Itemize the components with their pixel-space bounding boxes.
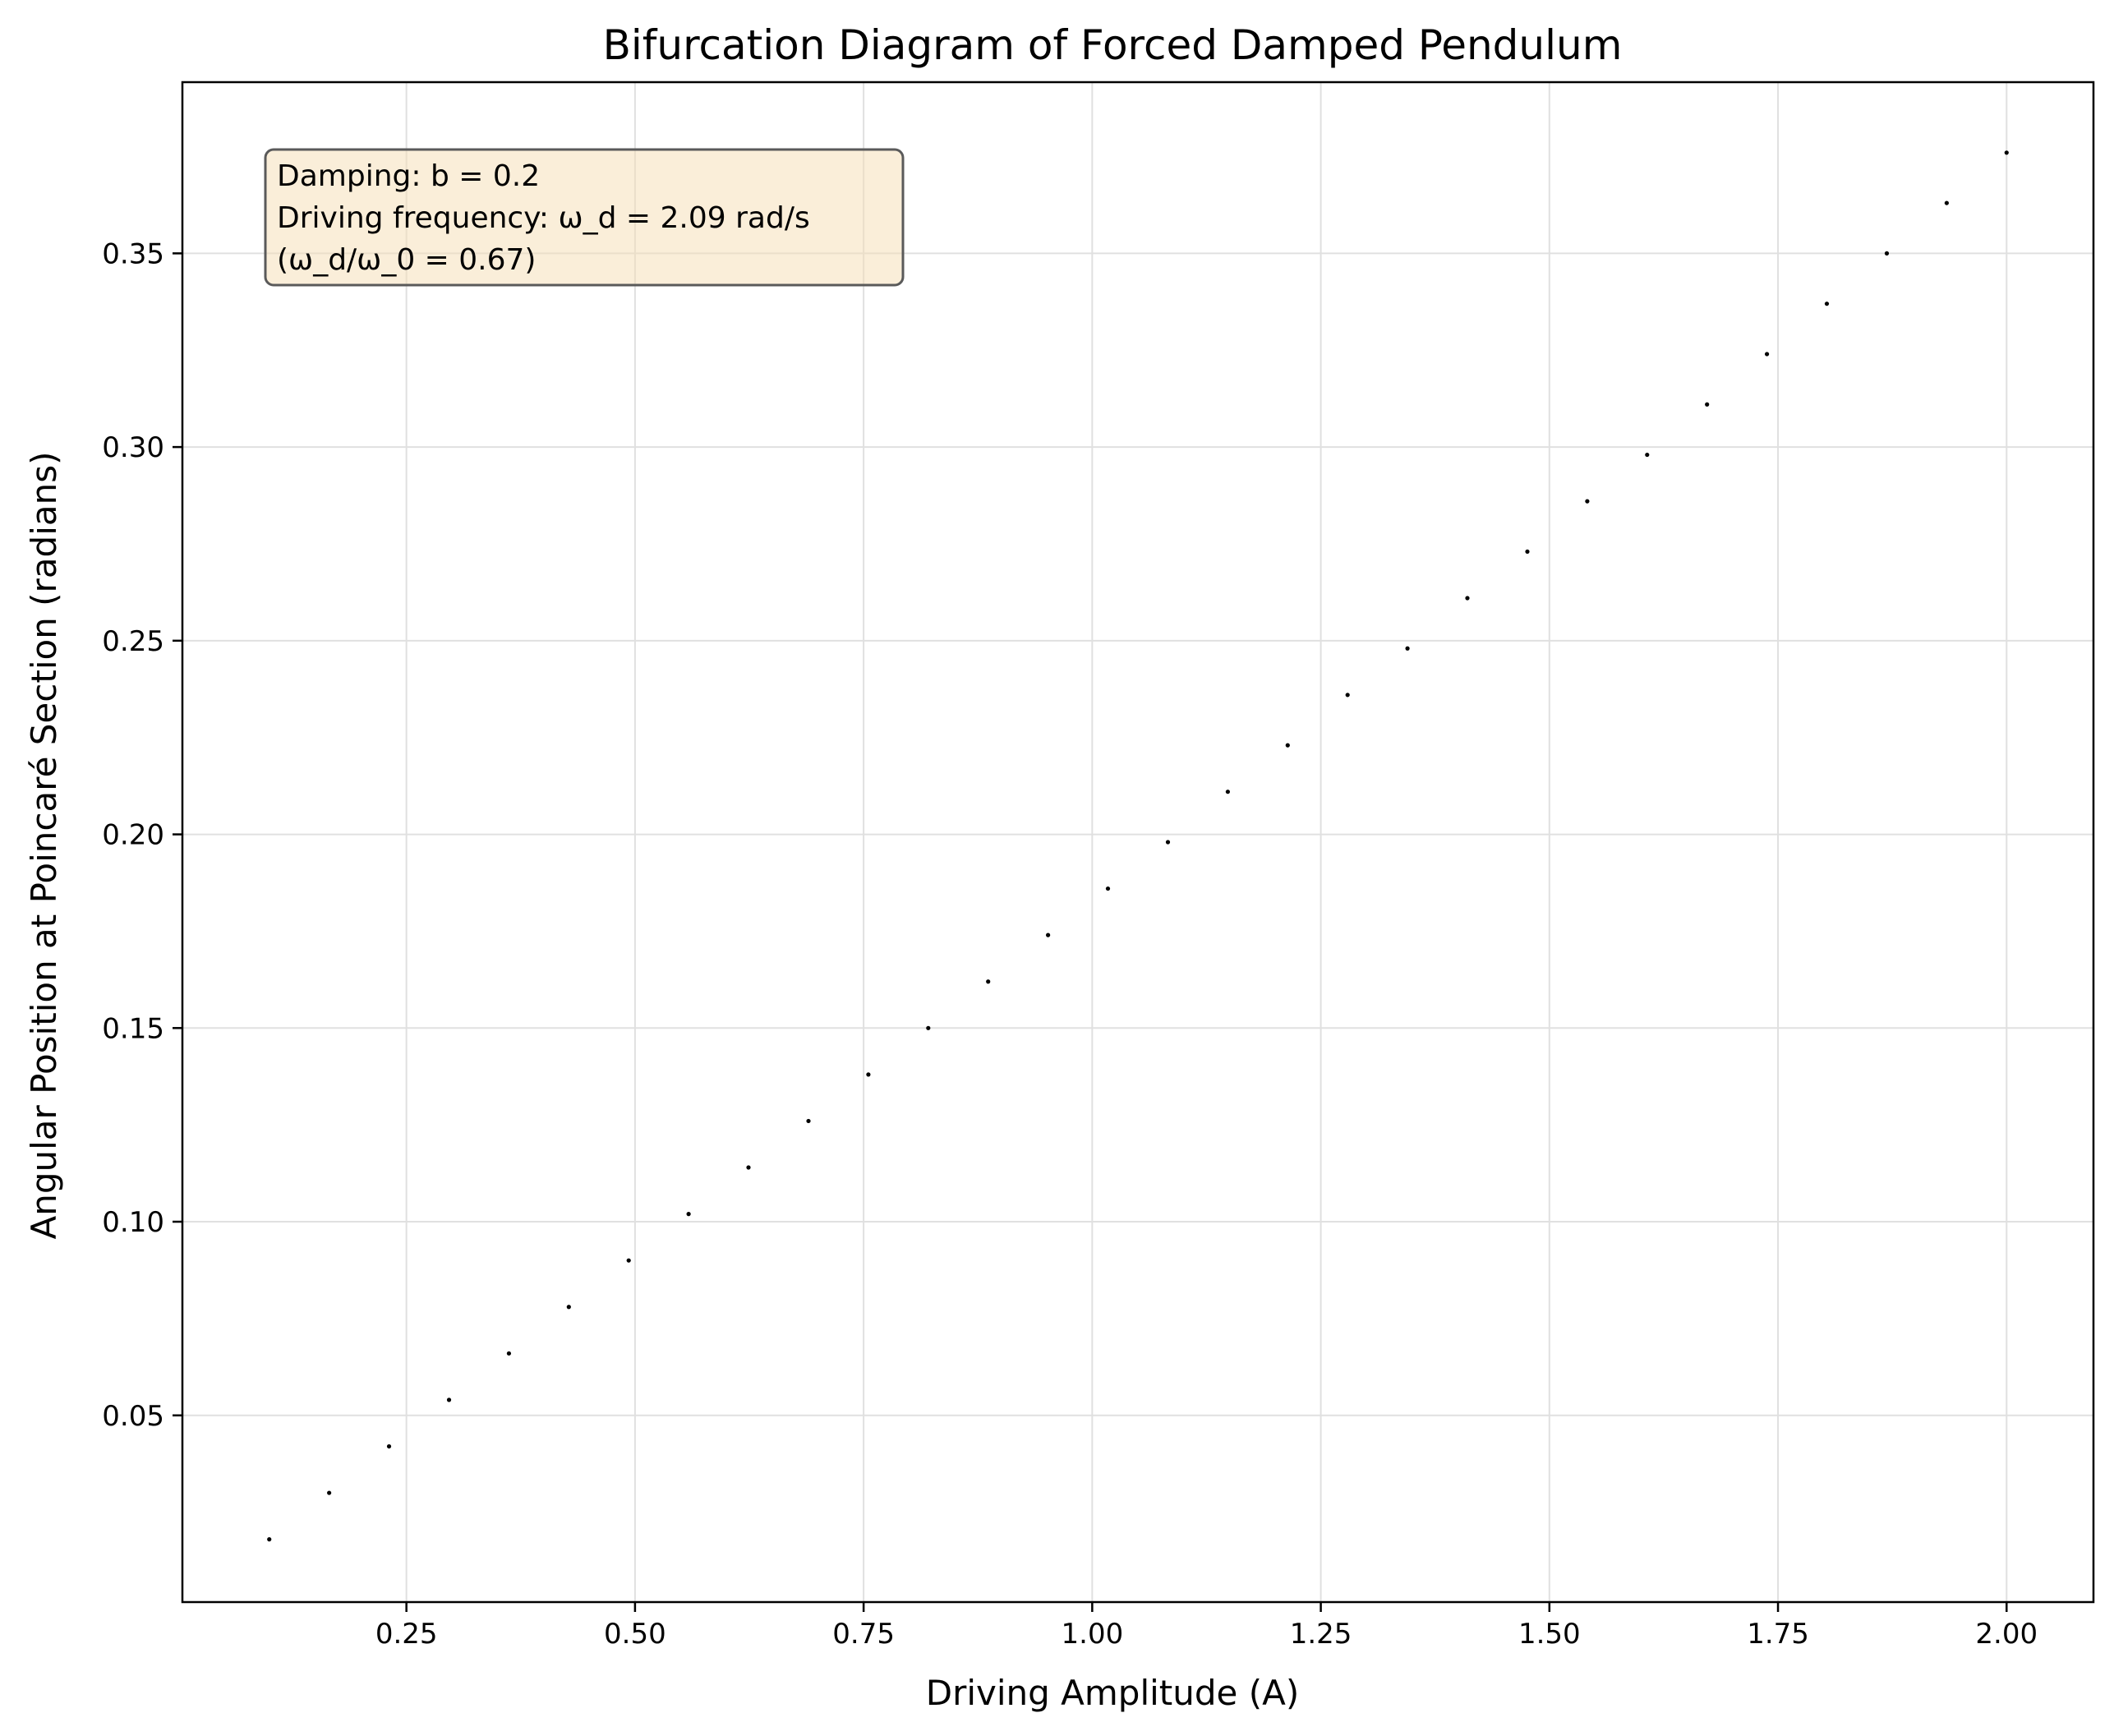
y-axis-label: Angular Position at Poincaré Section (ra… [24,451,64,1239]
plot-frame [181,81,2095,1604]
annotation-box [264,148,905,287]
data-point [1165,840,1171,845]
grid [182,82,2093,1602]
data-point [1225,790,1230,794]
x-tick-label: 0.50 [604,1618,666,1651]
data-point [386,1444,392,1449]
x-tick-label: 0.75 [832,1618,895,1651]
x-tick-label: 1.00 [1062,1618,1124,1651]
y-tick-label: 0.30 [102,431,164,464]
x-tick-label: 2.00 [1975,1618,2038,1651]
data-point [866,1072,871,1077]
y-tick-label: 0.10 [102,1206,164,1239]
data-point [1884,251,1890,256]
data-point [1465,596,1470,601]
chart-title: Bifurcation Diagram of Forced Damped Pen… [603,21,1623,69]
data-point [686,1211,691,1217]
x-axis-label: Driving Amplitude (A) [926,1673,1300,1713]
data-point [1345,693,1350,698]
data-point [446,1398,452,1402]
data-point [1105,886,1111,891]
data-point [566,1305,571,1310]
data-point [1585,499,1590,504]
annotation-line-ratio: (ω_d/ω_0 = 0.67) [277,243,536,277]
data-point [986,979,991,984]
parameters-annotation: Damping: b = 0.2 Driving frequency: ω_d … [264,148,905,287]
x-tick-label: 1.50 [1518,1618,1581,1651]
data-point [506,1351,512,1356]
x-tick-label: 1.75 [1747,1618,1809,1651]
x-tick-label: 1.25 [1290,1618,1352,1651]
data-point [2004,150,2009,155]
data-point [626,1258,631,1263]
data-point [1824,302,1830,306]
data-point [1645,452,1650,458]
x-axis-ticks: 0.25 0.50 0.75 1.00 1.25 1.50 1.75 2.00 [375,1602,2038,1651]
y-tick-label: 0.25 [102,625,164,658]
data-point [1705,402,1710,407]
annotation-line-frequency: Driving frequency: ω_d = 2.09 rad/s [277,201,810,235]
data-point [806,1118,811,1124]
y-tick-label: 0.20 [102,819,164,852]
data-point [1764,352,1770,357]
y-axis-ticks: 0.05 0.10 0.15 0.20 0.25 0.30 0.35 [102,237,182,1433]
y-tick-label: 0.05 [102,1400,164,1433]
data-point [926,1025,931,1030]
x-tick-label: 0.25 [375,1618,438,1651]
data-point [1046,932,1051,937]
data-point [1525,549,1530,555]
data-point [1405,646,1410,651]
y-tick-label: 0.35 [102,237,164,270]
annotation-line-damping: Damping: b = 0.2 [277,159,540,193]
data-point [1944,200,1949,205]
data-points [267,150,2009,1542]
data-point [327,1490,332,1495]
data-point [267,1537,272,1542]
data-point [1285,743,1290,748]
y-tick-label: 0.15 [102,1012,164,1045]
data-point [746,1165,751,1170]
